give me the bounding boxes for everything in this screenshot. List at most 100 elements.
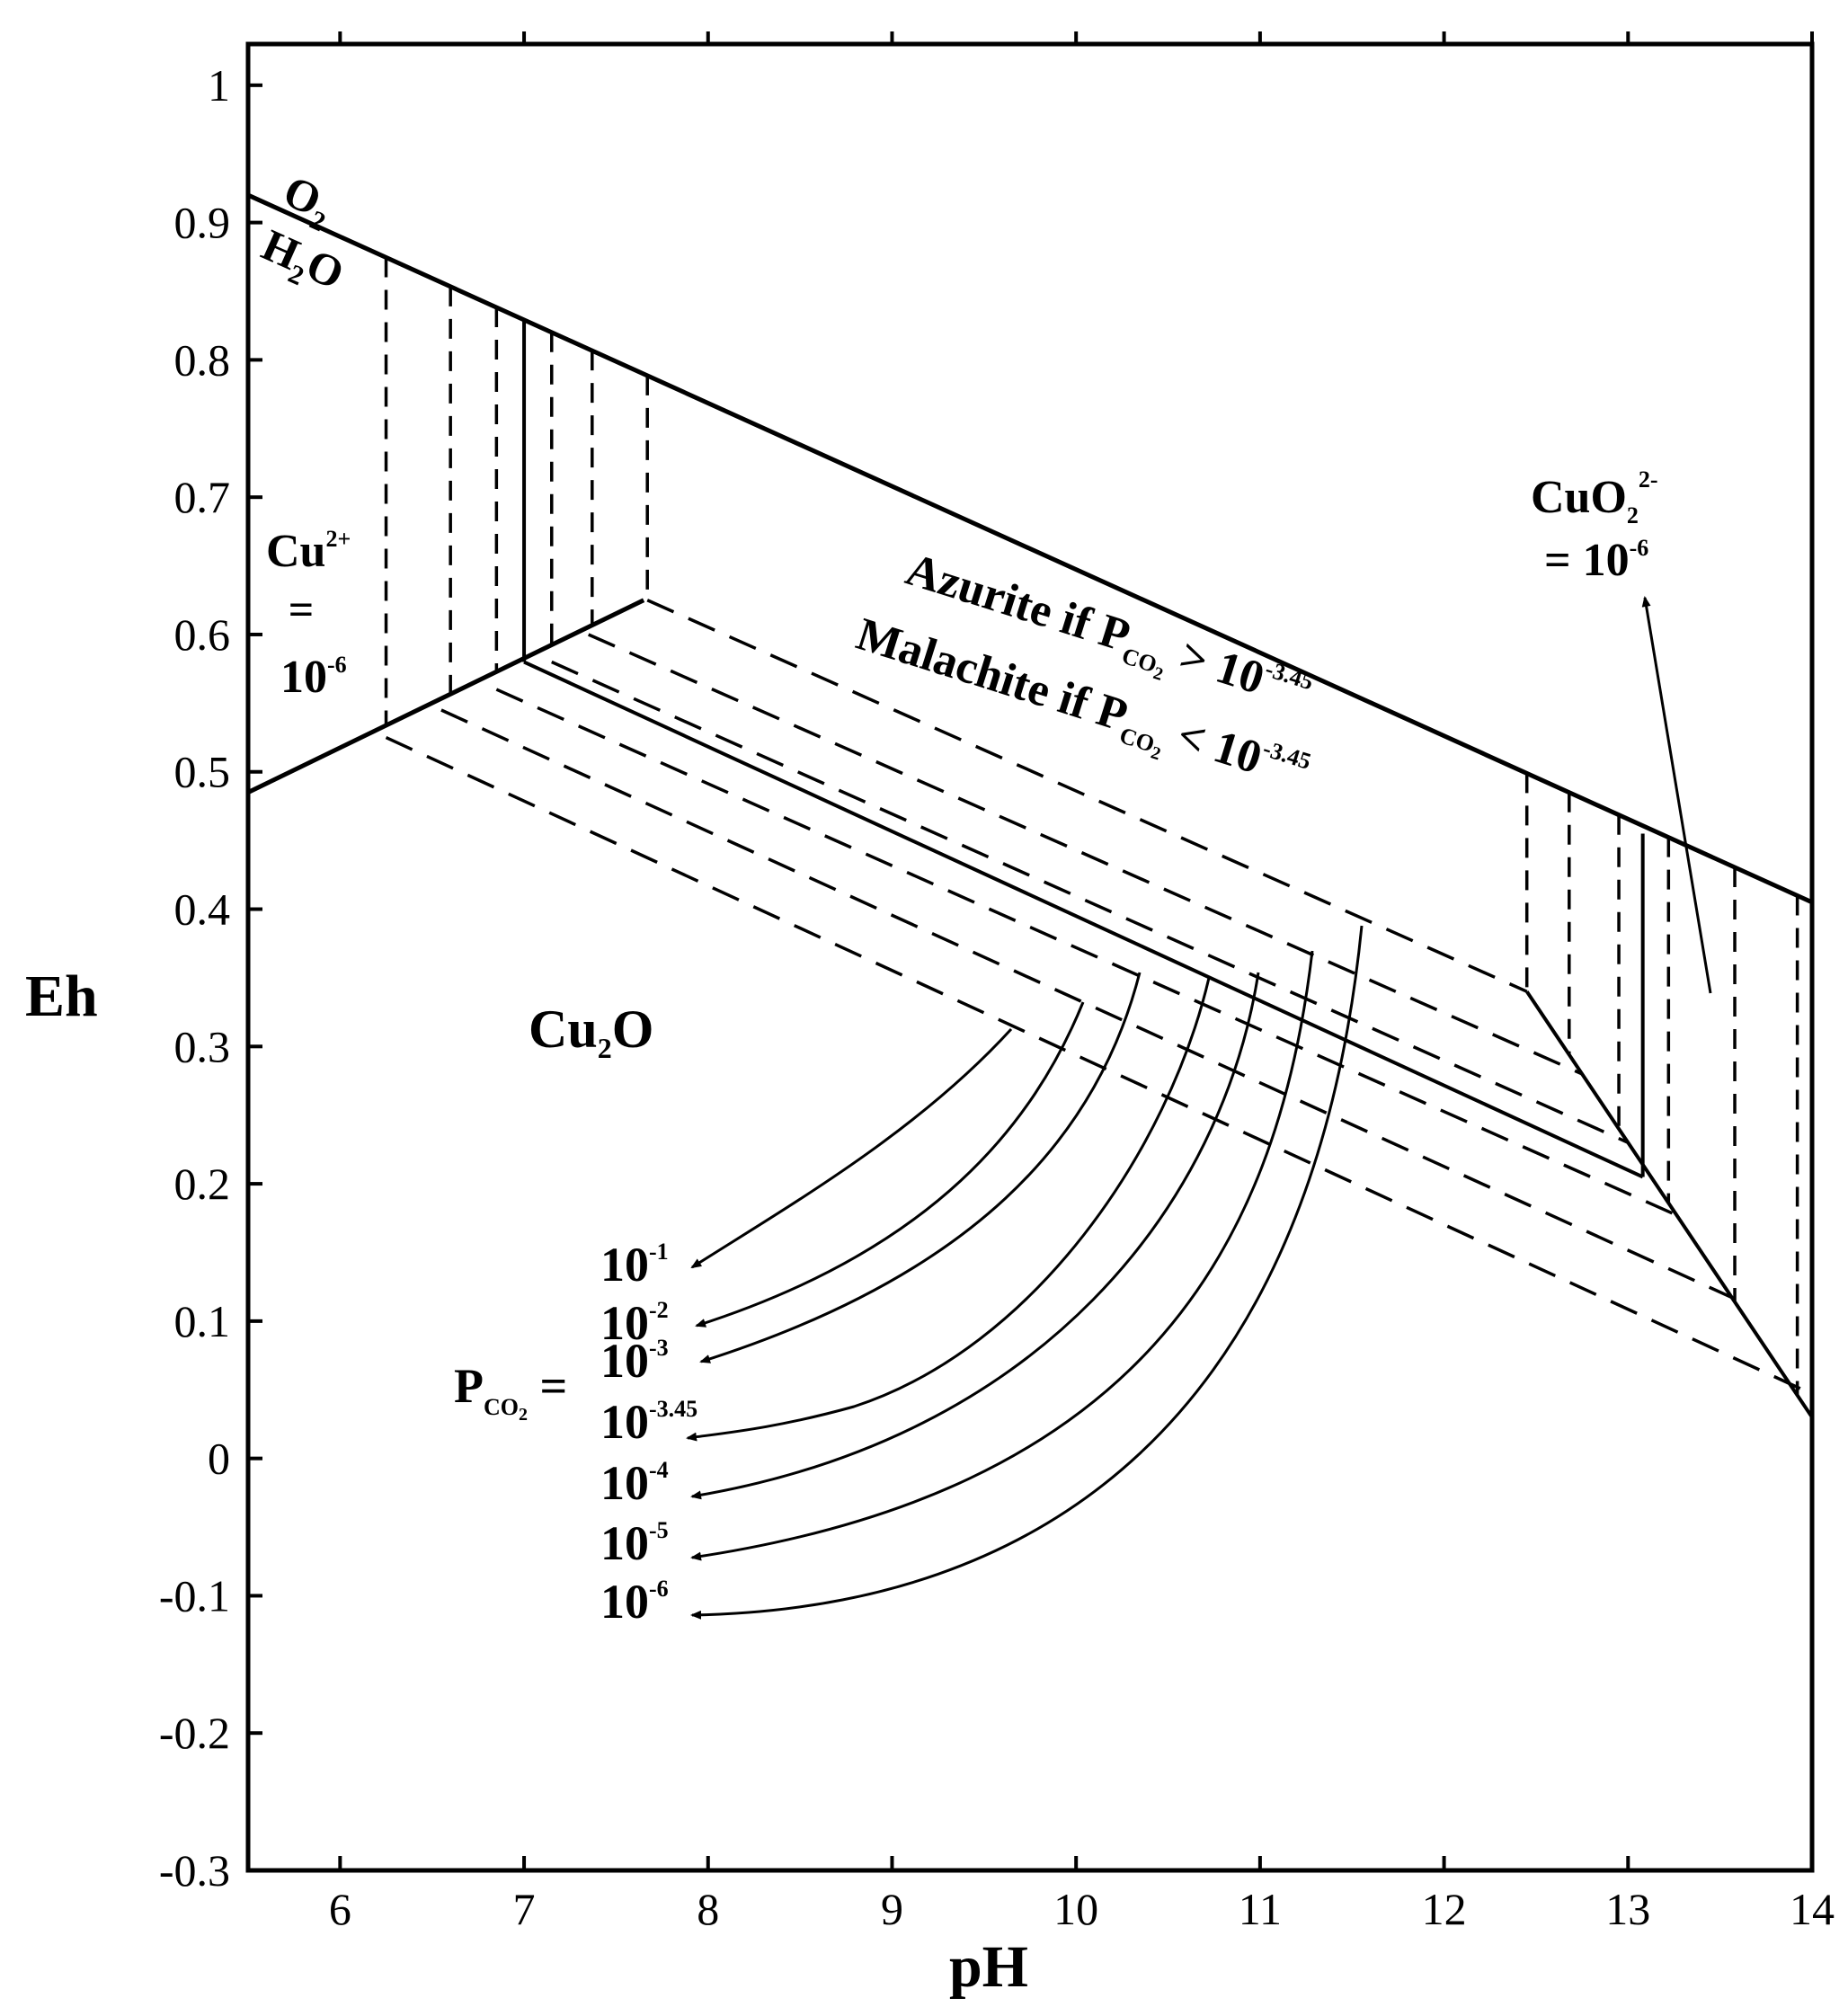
dashed-carbonate-6 bbox=[385, 735, 1804, 1391]
plot-frame bbox=[245, 41, 1815, 1873]
h2o-o-text: O bbox=[299, 239, 351, 299]
x-tick-label-13: 13 bbox=[1605, 1884, 1650, 1934]
pco2-value-6: 10-5 bbox=[600, 1516, 669, 1570]
pco2-value-base-5: 10 bbox=[600, 1456, 649, 1510]
pco2-subscript: CO bbox=[484, 1394, 519, 1420]
y-tick-label--0.1: -0.1 bbox=[159, 1570, 230, 1621]
svg-text:CuO22-: CuO22- bbox=[1531, 466, 1658, 528]
dashed-carbonate-4 bbox=[495, 688, 1684, 1220]
y-tick-label-0.2: 0.2 bbox=[174, 1159, 231, 1209]
boundary-cuo2-cu2o bbox=[1525, 990, 1814, 1418]
cuo2-superscript: 2- bbox=[1639, 466, 1658, 493]
pco2-value-exp-5: -4 bbox=[649, 1457, 669, 1483]
leader-arrow-1 bbox=[690, 1027, 1013, 1269]
leader-arrow-6 bbox=[690, 950, 1314, 1561]
cuo2-leader-arrow bbox=[1641, 596, 1712, 994]
x-axis-tick-labels: 6 7 8 9 10 11 12 13 14 bbox=[329, 1884, 1835, 1934]
pco2-value-exp-3: -3 bbox=[649, 1335, 669, 1361]
pco2-value-base-1: 10 bbox=[600, 1238, 649, 1292]
cu2plus-superscript: 2+ bbox=[325, 526, 351, 552]
y-axis-title: Eh bbox=[25, 964, 98, 1029]
malachite-relation: < 10 bbox=[1160, 706, 1268, 785]
x-axis-title: pH bbox=[949, 1934, 1028, 2000]
axis-ticks bbox=[248, 31, 1814, 1872]
x-tick-label-7: 7 bbox=[513, 1884, 536, 1934]
svg-text:PCO2 =: PCO2 = bbox=[454, 1359, 567, 1425]
y-tick-label-1: 1 bbox=[208, 60, 230, 111]
leader-arrow-5 bbox=[690, 972, 1260, 1500]
y-tick-label-0.4: 0.4 bbox=[174, 884, 231, 935]
y-tick-label--0.2: -0.2 bbox=[159, 1708, 230, 1758]
pco2-value-7: 10-6 bbox=[600, 1575, 669, 1629]
pco2-value-base-3: 10 bbox=[600, 1334, 649, 1388]
x-tick-label-10: 10 bbox=[1053, 1884, 1098, 1934]
pco2-value-base-7: 10 bbox=[600, 1575, 649, 1629]
y-tick-label-0.1: 0.1 bbox=[174, 1296, 231, 1346]
malachite-superscript: -3.45 bbox=[1260, 735, 1314, 775]
azurite-superscript: -3.45 bbox=[1262, 655, 1316, 695]
pco2-value-5: 10-4 bbox=[600, 1456, 669, 1510]
x-tick-label-9: 9 bbox=[881, 1884, 903, 1934]
boundary-cu2plus-cu2o bbox=[246, 598, 645, 795]
cu2plus-conc-text: 10 bbox=[280, 652, 327, 703]
pco2-value-exp-6: -5 bbox=[649, 1517, 669, 1543]
dashed-carbonate-3 bbox=[551, 660, 1630, 1144]
cu2o-label: Cu2O bbox=[529, 999, 653, 1064]
pco2-value-exp-1: -1 bbox=[649, 1239, 669, 1265]
y-tick-label-0.6: 0.6 bbox=[174, 609, 231, 660]
leader-arrow-7 bbox=[690, 925, 1364, 1620]
pco2-value-base-2: 10 bbox=[600, 1296, 649, 1350]
cu2o-text: Cu bbox=[529, 999, 598, 1059]
x-tick-label-11: 11 bbox=[1239, 1884, 1282, 1934]
cu2plus-equals: = bbox=[289, 584, 315, 635]
dashed-carbonate-boundaries bbox=[385, 599, 1804, 1391]
pco2-label: PCO2 = bbox=[454, 1359, 567, 1425]
cu2plus-label: Cu2+ = 10-6 bbox=[266, 526, 351, 703]
leader-arrow-2 bbox=[695, 1001, 1085, 1328]
y-tick-label-0.8: 0.8 bbox=[174, 334, 231, 385]
x-tick-label-8: 8 bbox=[697, 1884, 719, 1934]
pco2-value-exp-4: -3.45 bbox=[649, 1396, 697, 1422]
x-tick-label-14: 14 bbox=[1790, 1884, 1835, 1934]
x-tick-label-12: 12 bbox=[1422, 1884, 1467, 1934]
svg-text:Cu2+: Cu2+ bbox=[266, 526, 351, 577]
stability-boundaries bbox=[246, 192, 1814, 1418]
cuo2-conc-superscript: -6 bbox=[1630, 535, 1649, 561]
y-tick-label-0.7: 0.7 bbox=[174, 472, 231, 522]
y-tick-label-0.9: 0.9 bbox=[174, 198, 231, 248]
h2o-label: H2O bbox=[255, 219, 352, 299]
cuo2-text: CuO bbox=[1531, 472, 1627, 523]
pco2-value-exp-7: -6 bbox=[649, 1576, 669, 1602]
dashed-vertical-boundaries bbox=[384, 257, 1799, 1396]
cu2plus-text: Cu bbox=[266, 526, 325, 577]
svg-text:= 10-6: = 10-6 bbox=[1544, 535, 1648, 586]
pco2-value-exp-2: -2 bbox=[649, 1297, 669, 1323]
y-tick-label-0: 0 bbox=[208, 1434, 230, 1484]
azurite-relation: > 10 bbox=[1162, 626, 1270, 705]
pco2-value-4: 10-3.45 bbox=[600, 1395, 697, 1449]
pco2-value-base-6: 10 bbox=[600, 1516, 649, 1570]
dashed-carbonate-1 bbox=[646, 599, 1528, 993]
y-axis-tick-labels: 1 0.9 0.8 0.7 0.6 0.5 0.4 0.3 0.2 0.1 0 -0.1 -0.2 -0.… bbox=[159, 60, 230, 1896]
svg-text:Cu2O: Cu2O bbox=[529, 999, 653, 1064]
pco2-leader-arrows bbox=[686, 596, 1712, 1620]
cuo2-conc-text: = 10 bbox=[1544, 535, 1630, 586]
boundary-water-upper bbox=[246, 192, 1814, 905]
x-tick-label-6: 6 bbox=[329, 1884, 351, 1934]
pco2-value-base-4: 10 bbox=[600, 1395, 649, 1449]
cu2plus-conc-superscript: -6 bbox=[327, 652, 347, 678]
dashed-carbonate-5 bbox=[440, 708, 1739, 1302]
cuo2-subscript: 2 bbox=[1627, 502, 1639, 528]
cu2o-o-text: O bbox=[612, 999, 654, 1059]
leader-arrow-4 bbox=[686, 977, 1211, 1442]
y-tick-label-0.5: 0.5 bbox=[174, 747, 231, 797]
pco2-value-2: 10-2 bbox=[600, 1296, 669, 1350]
boundary-cu-solid-cu2o-ref bbox=[523, 660, 1644, 1179]
pco2-value-1: 10-1 bbox=[600, 1238, 669, 1292]
pco2-p-text: P bbox=[454, 1359, 484, 1413]
pco2-subscript-2: 2 bbox=[519, 1405, 528, 1425]
cu2o-subscript: 2 bbox=[598, 1032, 612, 1064]
y-tick-label--0.3: -0.3 bbox=[159, 1845, 230, 1896]
